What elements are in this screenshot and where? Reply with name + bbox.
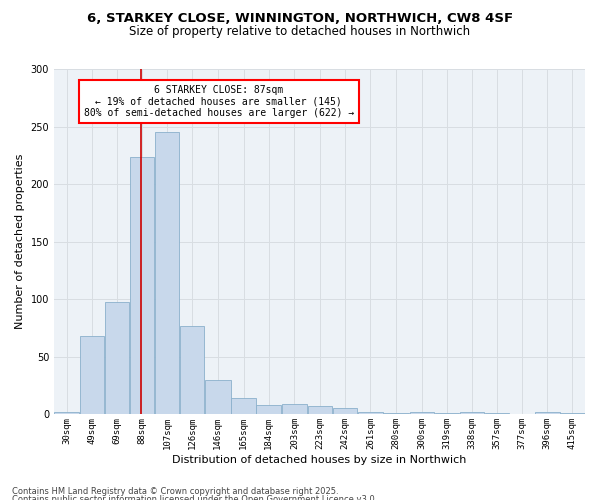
Bar: [358, 412, 383, 414]
Bar: [80, 336, 104, 414]
Bar: [460, 412, 484, 414]
Text: 6 STARKEY CLOSE: 87sqm
← 19% of detached houses are smaller (145)
80% of semi-de: 6 STARKEY CLOSE: 87sqm ← 19% of detached…: [83, 84, 354, 117]
Bar: [232, 398, 256, 414]
Bar: [308, 406, 332, 414]
Bar: [281, 404, 307, 414]
Text: Size of property relative to detached houses in Northwich: Size of property relative to detached ho…: [130, 25, 470, 38]
Bar: [333, 408, 358, 414]
X-axis label: Distribution of detached houses by size in Northwich: Distribution of detached houses by size …: [172, 455, 467, 465]
Bar: [205, 380, 230, 414]
Text: 6, STARKEY CLOSE, WINNINGTON, NORTHWICH, CW8 4SF: 6, STARKEY CLOSE, WINNINGTON, NORTHWICH,…: [87, 12, 513, 26]
Text: Contains HM Land Registry data © Crown copyright and database right 2025.: Contains HM Land Registry data © Crown c…: [12, 488, 338, 496]
Y-axis label: Number of detached properties: Number of detached properties: [15, 154, 25, 330]
Text: Contains public sector information licensed under the Open Government Licence v3: Contains public sector information licen…: [12, 495, 377, 500]
Bar: [55, 412, 79, 414]
Bar: [256, 405, 281, 414]
Bar: [410, 412, 434, 414]
Bar: [155, 132, 179, 414]
Bar: [104, 302, 129, 414]
Bar: [130, 156, 154, 414]
Bar: [180, 326, 204, 414]
Bar: [535, 412, 560, 414]
